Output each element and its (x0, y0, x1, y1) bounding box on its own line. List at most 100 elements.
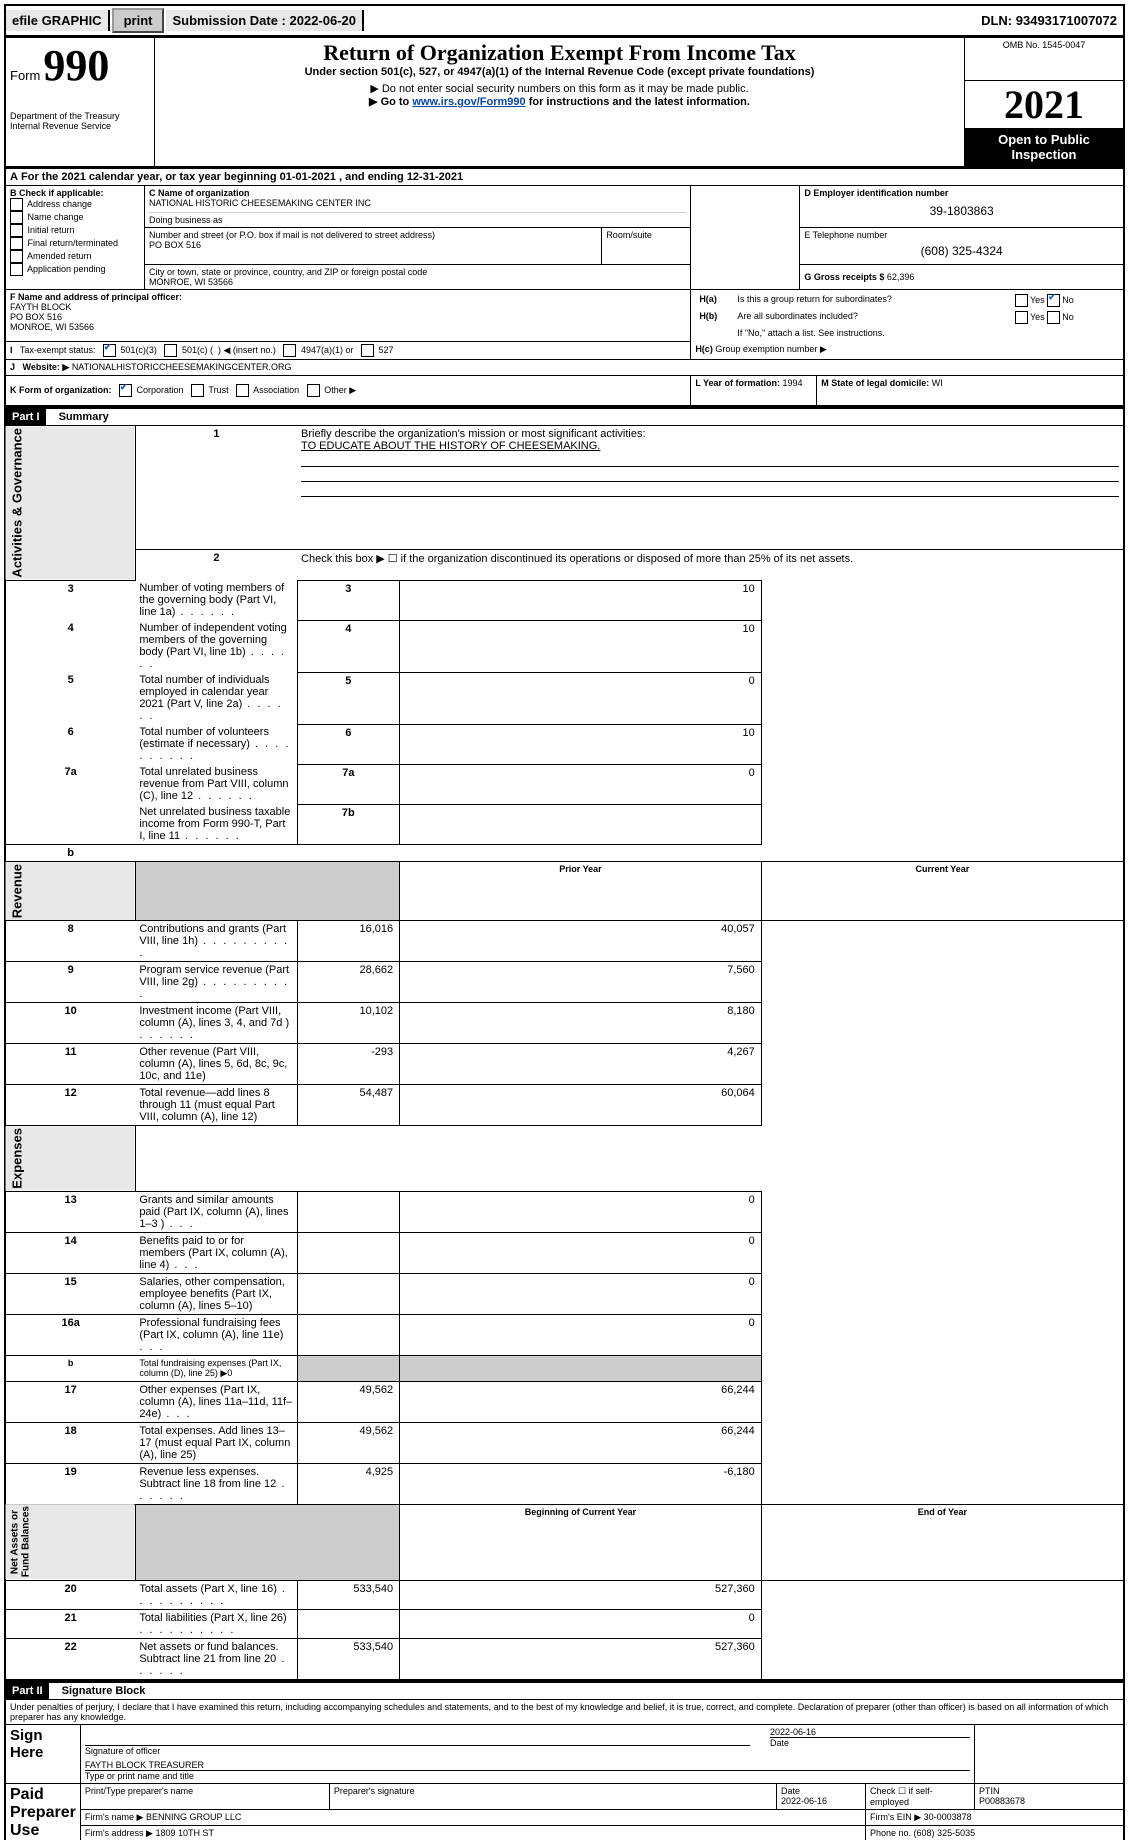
current-value: 527,360 (400, 1581, 762, 1610)
prior-value: 54,487 (297, 1085, 400, 1126)
b-option: Initial return (10, 224, 140, 237)
line-num: 10 (5, 1003, 135, 1044)
no-label: No (1062, 311, 1074, 321)
current-value: 0 (400, 1314, 762, 1355)
f-name: FAYTH BLOCK (10, 302, 686, 312)
shade-cell (400, 1355, 762, 1381)
section-c-city: City or town, state or province, country… (145, 264, 691, 289)
line-num: 13 (5, 1191, 135, 1232)
i-o3: 4947(a)(1) or (301, 345, 354, 355)
b-checkbox[interactable] (10, 198, 23, 211)
line-box: 4 (297, 620, 400, 672)
section-d: D Employer identification number 39-1803… (800, 185, 1124, 227)
a-begin: 01-01-2021 (280, 171, 336, 183)
line-value: 10 (400, 620, 762, 672)
col-curr: Current Year (761, 862, 1124, 921)
q2: Check this box ▶ ☐ if the organization d… (297, 550, 1124, 580)
k-o4: Other ▶ (324, 385, 356, 395)
line-text: Total number of volunteers (estimate if … (135, 724, 297, 764)
line-num: 22 (5, 1639, 135, 1681)
k-trust-checkbox[interactable] (191, 384, 204, 397)
section-c-name: C Name of organization NATIONAL HISTORIC… (145, 185, 691, 227)
sign-here: Sign Here (5, 1725, 80, 1784)
dln-value: 93493171007072 (1016, 13, 1117, 28)
c-name-value: NATIONAL HISTORIC CHEESEMAKING CENTER IN… (149, 198, 686, 208)
i-501c3-checkbox[interactable] (103, 344, 116, 357)
current-value: -6,180 (400, 1463, 762, 1504)
b-checkbox[interactable] (10, 263, 23, 276)
b-checkbox[interactable] (10, 224, 23, 237)
line-text: Grants and similar amounts paid (Part IX… (135, 1191, 297, 1232)
firm-addr-label: Firm's address ▶ (85, 1828, 156, 1838)
sig-name-label: Type or print name and title (85, 1771, 970, 1781)
prior-value: 49,562 (297, 1422, 400, 1463)
hb-yes-checkbox[interactable] (1015, 311, 1028, 324)
form-subtitle: Under section 501(c), 527, or 4947(a)(1)… (159, 66, 960, 78)
section-g: G Gross receipts $ 62,396 (800, 270, 1124, 289)
prep-name: Print/Type preparer's name (80, 1784, 329, 1810)
shade-cell (297, 862, 400, 921)
section-m: M State of legal domicile: WI (817, 376, 1124, 407)
k-corp-checkbox[interactable] (119, 384, 132, 397)
hb-no-checkbox[interactable] (1047, 311, 1060, 324)
line-text: Total expenses. Add lines 13–17 (must eq… (135, 1422, 297, 1463)
part1-header: Part I (6, 409, 46, 425)
form-990: 990 (43, 41, 109, 90)
sig-officer-label: Signature of officer (85, 1746, 750, 1756)
b-option: Application pending (10, 263, 140, 276)
b-checkbox[interactable] (10, 211, 23, 224)
a-text: For the 2021 calendar year, or tax year … (21, 171, 280, 183)
hb-text: Are all subordinates included? (733, 309, 1011, 326)
ha-yes-checkbox[interactable] (1015, 294, 1028, 307)
i-527-checkbox[interactable] (361, 344, 374, 357)
firm-phone: Phone no. (608) 325-5035 (866, 1826, 1125, 1840)
print-button[interactable]: print (112, 8, 165, 33)
b-checkbox[interactable] (10, 237, 23, 250)
sig-name-cell: FAYTH BLOCK TREASURER Type or print name… (80, 1758, 974, 1784)
k-other-checkbox[interactable] (307, 384, 320, 397)
prior-value (297, 1314, 400, 1355)
irs-link[interactable]: www.irs.gov/Form990 (412, 96, 525, 108)
line-text: Salaries, other compensation, employee b… (135, 1273, 297, 1314)
firm-name: Firm's name ▶ BENNING GROUP LLC (80, 1810, 865, 1826)
line-num: 20 (5, 1581, 135, 1610)
i-501c-checkbox[interactable] (164, 344, 177, 357)
k-assoc-checkbox[interactable] (236, 384, 249, 397)
current-value: 0 (400, 1610, 762, 1639)
line-text: Total revenue—add lines 8 through 11 (mu… (135, 1085, 297, 1126)
line-box: 5 (297, 672, 400, 724)
instr-2: ▶ Go to www.irs.gov/Form990 for instruct… (159, 95, 960, 108)
sub-date-value: 2022-06-20 (290, 13, 357, 28)
section-c-addr: Number and street (or P.O. box if mail i… (145, 227, 602, 264)
line-num: 8 (5, 921, 135, 962)
dln-label: DLN: (981, 13, 1016, 28)
shade-cell (135, 862, 297, 921)
b-checkbox[interactable] (10, 250, 23, 263)
shade-cell (297, 1355, 400, 1381)
side-net: Net Assets or Fund Balances (5, 1504, 135, 1580)
line-text: Other revenue (Part VIII, column (A), li… (135, 1044, 297, 1085)
line-text: Net unrelated business taxable income fr… (135, 804, 297, 845)
line-text: Professional fundraising fees (Part IX, … (135, 1314, 297, 1355)
instr-pre: ▶ Go to (369, 96, 412, 108)
hc-text: Group exemption number ▶ (715, 344, 826, 354)
prior-value: 533,540 (297, 1581, 400, 1610)
line-num: 14 (5, 1232, 135, 1273)
open-public: Open to Public Inspection (965, 128, 1123, 166)
g-label: G Gross receipts $ (804, 272, 887, 282)
prior-value (297, 1191, 400, 1232)
declaration: Under penalties of perjury, I declare th… (5, 1700, 1124, 1725)
d-value: 39-1803863 (804, 198, 1119, 224)
b-option: Address change (10, 198, 140, 211)
prep-check: Check ☐ if self-employed (866, 1784, 975, 1810)
i-4947-checkbox[interactable] (283, 344, 296, 357)
q1-text: Briefly describe the organization's miss… (301, 428, 645, 440)
line-text: Total number of individuals employed in … (135, 672, 297, 724)
prior-value: 28,662 (297, 962, 400, 1003)
firm-addr: Firm's address ▶ 1809 10TH ST MONROE, WI… (80, 1826, 865, 1840)
ha-no-checkbox[interactable] (1047, 294, 1060, 307)
line-value: 10 (400, 724, 762, 764)
prior-value: -293 (297, 1044, 400, 1085)
ptin-value: P00883678 (979, 1796, 1119, 1806)
line-num: b (5, 1355, 135, 1381)
